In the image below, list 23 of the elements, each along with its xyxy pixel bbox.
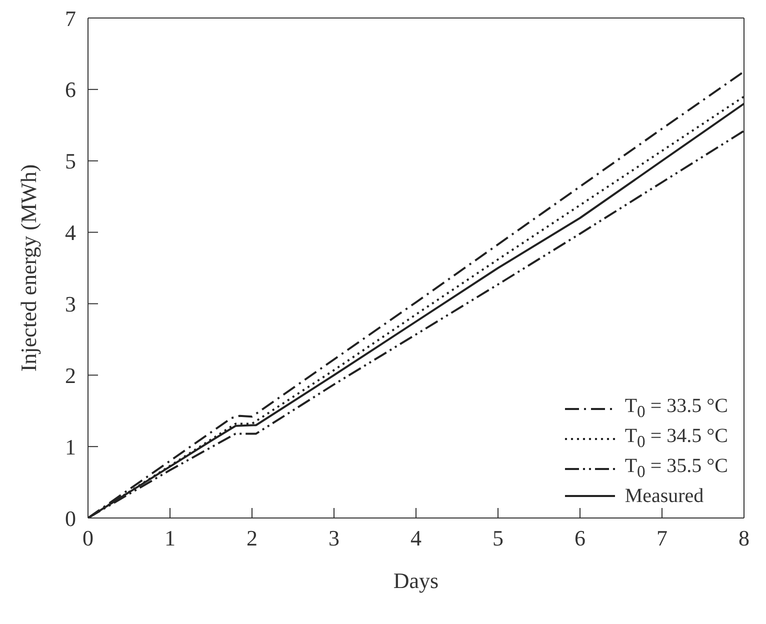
y-tick-label: 5 — [65, 148, 76, 174]
x-tick-label: 2 — [246, 526, 258, 551]
x-tick-label: 8 — [738, 526, 750, 551]
y-tick-label: 2 — [65, 362, 76, 388]
x-tick-label: 6 — [574, 526, 586, 551]
y-tick-label: 4 — [65, 220, 76, 246]
x-tick-label: 7 — [656, 526, 668, 551]
x-tick-label: 3 — [328, 526, 340, 551]
x-tick-label: 4 — [410, 526, 422, 551]
x-tick-label: 5 — [492, 526, 504, 551]
legend-label: T$_{0}$ = 35.5 °C — [624, 454, 728, 483]
y-tick-label: 3 — [65, 292, 76, 317]
x-tick-label: 1 — [164, 526, 176, 551]
x-axis-title: Days — [393, 568, 439, 593]
legend-label: T$_{0}$ = 34.5 °C — [624, 424, 728, 453]
legend-label: Measured — [624, 484, 704, 508]
y-axis-title: Injected energy (MWh) — [16, 164, 41, 372]
legend-label: T$_{0}$ = 33.5 °C — [624, 394, 728, 423]
y-tick-label: 1 — [65, 434, 76, 460]
y-tick-label: 7 — [65, 6, 76, 31]
y-tick-label: 0 — [65, 506, 76, 531]
x-tick-label: 0 — [82, 526, 94, 551]
y-tick-label: 6 — [65, 77, 76, 102]
